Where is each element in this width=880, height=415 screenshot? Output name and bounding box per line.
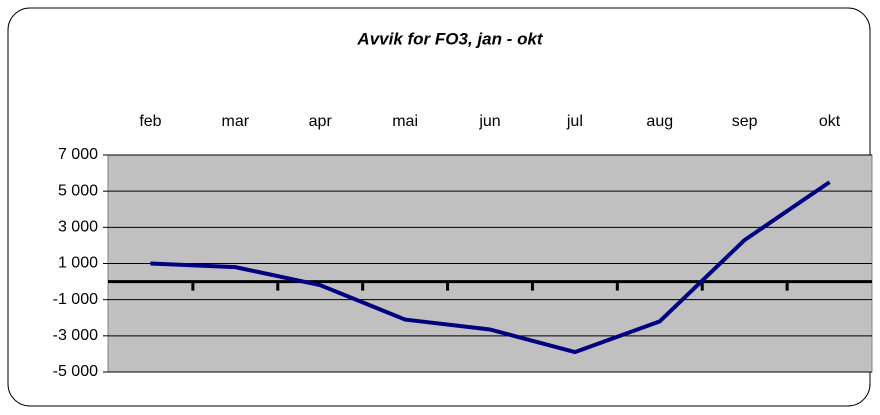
x-tick-label: jun [478, 113, 500, 130]
y-tick-label: 1 000 [58, 255, 98, 272]
chart-title: Avvik for FO3, jan - okt [356, 29, 543, 48]
y-tick-label: -3 000 [53, 327, 98, 344]
x-tick-label: aug [646, 113, 673, 130]
x-tick-label: mai [392, 113, 418, 130]
x-tick-label: jul [566, 113, 583, 130]
x-tick-label: apr [309, 113, 333, 130]
x-tick-label: mar [222, 113, 250, 130]
y-tick-label: 3 000 [58, 219, 98, 236]
data-line [150, 180, 831, 355]
y-tick-label: -5 000 [53, 363, 98, 380]
y-tick-label: 5 000 [58, 182, 98, 199]
y-tick-label: -1 000 [53, 291, 98, 308]
x-tick-label: sep [732, 113, 758, 130]
y-tick-label: 7 000 [58, 146, 98, 163]
x-tick-label: okt [819, 113, 841, 130]
x-tick-label: feb [139, 113, 161, 130]
